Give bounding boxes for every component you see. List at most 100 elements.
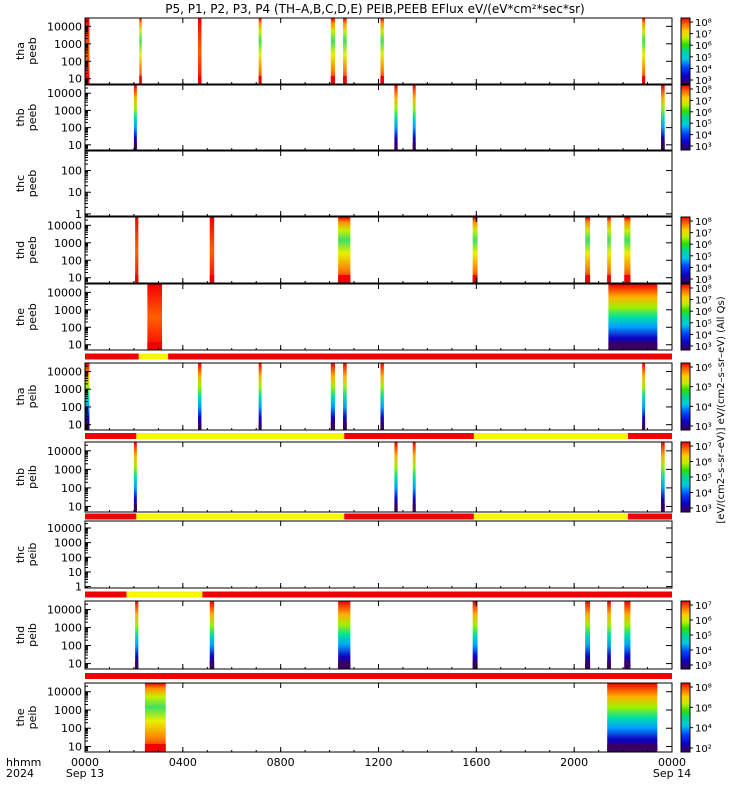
hhmm-label: hhmm [6,756,41,769]
spectrogram-burst [197,363,202,430]
burst-low-energy-band [144,744,166,752]
panel-the_peib: 10 100 1000 10000 the peib 10² 10⁴ 10⁶ 10⁸ [14,682,712,755]
burst-low-energy-band [394,142,398,150]
spectrogram-burst [660,442,665,512]
spectrogram-burst [412,442,416,512]
colorbar-tick-label: 10⁵ [695,319,712,330]
panel-frame [84,362,673,431]
x-tick-label: 1200 [365,756,393,769]
panel-ylabel-probe: thb [14,468,27,486]
panel-ylabel-product: peib [26,543,39,567]
panel-background [85,85,672,150]
colorbar-tick-label: 10³ [695,504,712,515]
y-tick-label: 10000 [47,286,82,299]
spectrogram-burst [258,18,262,84]
burst-low-energy-band [197,76,202,84]
colorbar-gradient [681,442,690,512]
burst-low-energy-band [258,76,262,84]
y-tick-label: 10 [68,419,82,432]
colorbar-frame [680,17,691,85]
colorbar-tick-label: 10⁴ [695,64,712,75]
spectrogram-burst [197,18,202,84]
colorbar-tick-label: 10⁷ [695,601,712,612]
colorbar-tick-label: 10⁵ [695,53,712,64]
spectrogram-burst [607,601,611,669]
y-tick-label: 100 [61,55,82,68]
colorbar-tick-label: 10⁶ [695,240,712,251]
colorbar-tick-label: 10⁵ [695,119,712,130]
burst-low-energy-band [343,422,347,430]
y-tick-label: 10 [68,139,82,152]
burst-low-energy-band [330,422,335,430]
right-axis-label: [eV/(cm2–s–sr–eV)] eV/(cm2–s–sr–eV) (All… [716,296,727,523]
colorbar-tick-label: 10⁵ [695,631,712,642]
burst-low-energy-band [394,504,398,512]
mode-bar-segment [126,591,203,598]
y-tick-label: 10 [68,741,82,754]
burst-low-energy-band [338,661,351,669]
panel-ylabel-probe: thc [14,175,27,192]
burst-low-energy-band [607,275,611,283]
x-date-label: Sep 14 [653,767,691,780]
colorbar-tick-label: 10⁴ [695,724,712,735]
panel-thc_peeb: 1 10 100 thc peeb [14,150,673,221]
panel-background [85,284,672,350]
y-tick-label: 1000 [54,537,82,550]
colorbar-tick-label: 10⁴ [695,489,712,500]
chart-title: P5, P1, P2, P3, P4 (TH–A,B,C,D,E) PEIB,P… [165,2,584,16]
colorbar-tick-label: 10⁷ [695,30,712,41]
spectrogram-burst [624,601,631,669]
spectrogram-burst [209,217,215,283]
panel-ylabel-product: peib [26,623,39,647]
spectrogram-burst [258,363,262,430]
x-tick-label: 0800 [267,756,295,769]
spectrogram-burst [624,217,631,283]
burst-low-energy-band [660,504,665,512]
mode-bar-segment [202,591,672,598]
x-tick-label: 0000 [71,756,99,769]
spectrogram-burst [585,601,591,669]
y-tick-label: 100 [61,722,82,735]
mode-bar-segment [136,513,345,520]
mode-bar [85,513,672,520]
burst-low-energy-band [209,275,215,283]
burst-low-energy-band [585,661,591,669]
panel-tha_peib: 10 100 1000 10000 tha peib 10³ 10⁴ 10⁵ 10⁶ [14,362,712,433]
mode-bar-segment [138,353,169,360]
y-tick-label: 10 [68,73,82,86]
panel-background [85,363,672,430]
colorbar-tick-label: 10⁶ [695,307,712,318]
colorbar-tick-label: 10⁴ [695,402,712,413]
colorbar-gradient [681,683,690,752]
colorbar-gradient [681,601,690,669]
burst-low-energy-band [608,342,658,350]
mode-bar-segment [85,513,137,520]
colorbar-tick-label: 10³ [695,142,712,153]
spectrogram-burst [330,18,335,84]
panel-thd_peib: 10 100 1000 10000 thd peib 10³ 10⁴ 10⁵ 10⁶ 10⁷ [14,600,712,672]
colorbar-tick-label: 10⁸ [695,85,712,96]
y-tick-label: 100 [61,401,82,414]
panel-frame [84,682,673,753]
spectrogram-burst [144,683,166,752]
spectrogram-burst [209,601,215,669]
spectrogram-burst [380,18,384,84]
mode-bar-segment [473,513,628,520]
burst-low-energy-band [380,422,384,430]
y-tick-label: 1000 [54,237,82,250]
panel-background [85,601,672,669]
colorbar-tick-label: 10⁴ [695,646,712,657]
colorbar-tick-label: 10⁷ [695,229,712,240]
colorbar-frame [680,362,691,431]
panel-ylabel-probe: the [14,708,27,726]
colorbar-gradient [681,284,690,350]
panel-frame [84,520,673,589]
mode-bar [85,353,673,360]
spectrogram-burst [394,442,398,512]
x-tick-label: 0000 [658,756,686,769]
colorbar: 10³ 10⁴ 10⁵ 10⁶ 10⁷ [680,441,712,515]
